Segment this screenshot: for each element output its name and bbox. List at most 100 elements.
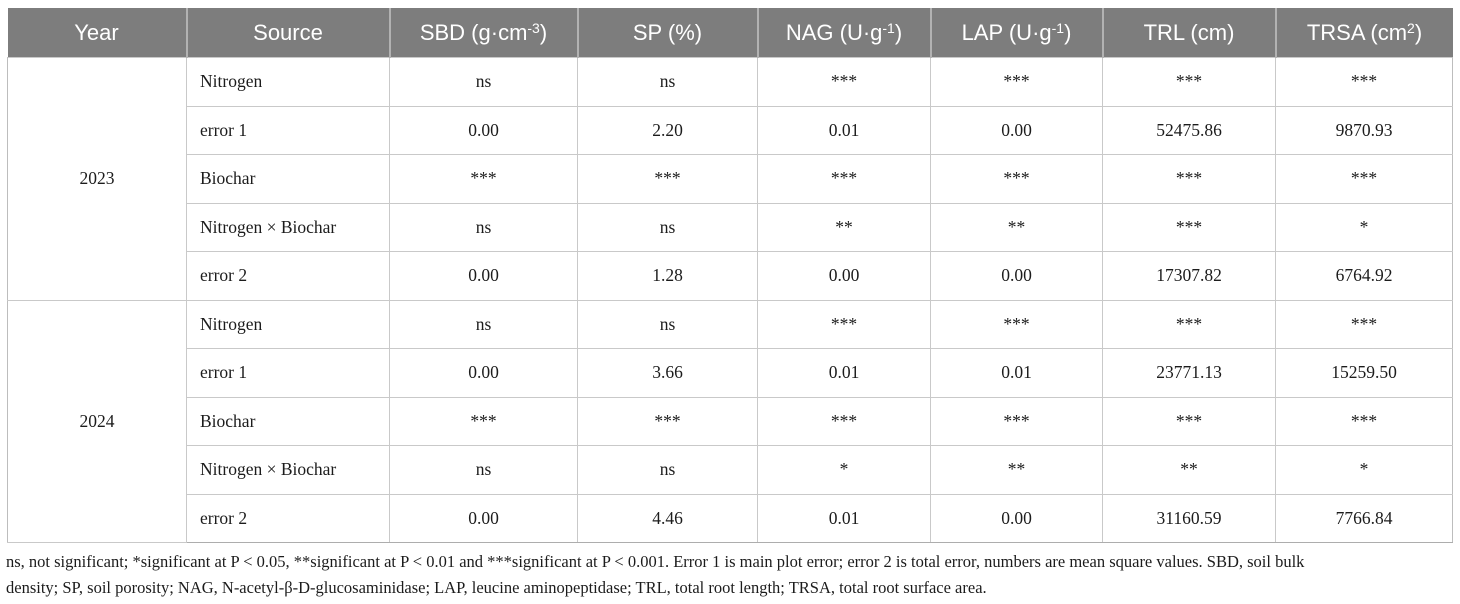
source-cell: error 1 <box>186 348 390 398</box>
value-cell: *** <box>577 154 758 204</box>
value-cell: 15259.50 <box>1275 348 1453 398</box>
footnote-line: ns, not significant; *significant at P <… <box>6 552 1305 571</box>
header-year: Year <box>7 8 187 58</box>
header-label-post: ) <box>894 19 903 45</box>
source-cell: error 1 <box>186 105 390 155</box>
table-row: error 2 0.00 1.28 0.00 0.00 17307.82 676… <box>8 251 1453 301</box>
source-cell: Nitrogen <box>186 57 390 107</box>
value-cell: 2.20 <box>577 105 758 155</box>
header-superscript: -1 <box>1051 19 1065 36</box>
value-cell: ** <box>930 445 1103 495</box>
header-trsa: TRSA (cm2) <box>1274 8 1453 58</box>
header-superscript: -3 <box>527 19 540 36</box>
header-label: NAG (U·g <box>785 19 883 45</box>
value-cell: * <box>757 445 931 495</box>
value-cell: 52475.86 <box>1102 105 1276 155</box>
year-cell: 2023 <box>7 57 187 301</box>
value-cell: * <box>1275 202 1453 252</box>
header-label: SBD (g·cm <box>419 19 528 45</box>
header-row: Year Source SBD (g·cm-3) SP (%) NAG (U·g… <box>7 8 1453 58</box>
value-cell: 0.00 <box>389 105 578 155</box>
value-cell: *** <box>1102 154 1276 204</box>
value-cell: *** <box>757 299 931 349</box>
value-cell: *** <box>1102 202 1276 252</box>
table-row: 2024 Nitrogen ns ns *** *** *** *** <box>7 299 1453 543</box>
value-cell: 0.01 <box>757 105 931 155</box>
anova-table-wrap: Year Source SBD (g·cm-3) SP (%) NAG (U·g… <box>7 8 1453 543</box>
anova-table: Year Source SBD (g·cm-3) SP (%) NAG (U·g… <box>7 8 1453 543</box>
table-row: error 1 0.00 3.66 0.01 0.01 23771.13 152… <box>8 348 1453 398</box>
table-row: error 1 0.00 2.20 0.01 0.00 52475.86 987… <box>8 105 1453 155</box>
table-row: 2023 Nitrogen ns ns *** *** *** *** <box>7 57 1453 301</box>
value-cell: ns <box>389 445 578 495</box>
value-cell: 0.00 <box>930 105 1103 155</box>
value-cell: ns <box>577 202 758 252</box>
value-cell: *** <box>930 154 1103 204</box>
value-cell: ** <box>930 202 1103 252</box>
value-cell: *** <box>1275 57 1453 107</box>
value-cell: ** <box>1102 445 1276 495</box>
value-cell: ** <box>757 202 931 252</box>
value-cell: 1.28 <box>577 251 758 301</box>
value-cell: 0.01 <box>930 348 1103 398</box>
header-label: TRSA (cm <box>1306 19 1408 45</box>
header-trl: TRL (cm) <box>1101 8 1276 58</box>
value-cell: 0.00 <box>389 251 578 301</box>
value-cell: *** <box>1275 154 1453 204</box>
value-cell: 6764.92 <box>1275 251 1453 301</box>
source-cell: error 2 <box>186 251 390 301</box>
source-cell: Nitrogen <box>186 299 390 349</box>
value-cell: 9870.93 <box>1275 105 1453 155</box>
header-label-post: ) <box>1064 19 1072 45</box>
header-label: SP (%) <box>632 19 703 45</box>
source-cell: Nitrogen × Biochar <box>186 202 390 252</box>
header-lap: LAP (U·g-1) <box>929 8 1103 58</box>
value-cell: *** <box>389 396 578 446</box>
header-label: Year <box>74 19 119 45</box>
value-cell: 0.00 <box>930 493 1103 543</box>
table-row: Biochar *** *** *** *** *** *** <box>8 396 1453 446</box>
source-cell: error 2 <box>186 493 390 543</box>
value-cell: *** <box>930 57 1103 107</box>
footnote-line: density; SP, soil porosity; NAG, N-acety… <box>6 578 987 597</box>
header-source: Source <box>185 8 390 58</box>
header-sp: SP (%) <box>576 8 758 58</box>
value-cell: ns <box>389 57 578 107</box>
value-cell: 0.00 <box>757 251 931 301</box>
value-cell: 0.00 <box>389 348 578 398</box>
value-cell: 0.01 <box>757 493 931 543</box>
table-row: Biochar *** *** *** *** *** *** <box>8 154 1453 204</box>
value-cell: 0.01 <box>757 348 931 398</box>
source-cell: Biochar <box>186 154 390 204</box>
value-cell: *** <box>930 396 1103 446</box>
value-cell: ns <box>389 299 578 349</box>
value-cell: 4.46 <box>577 493 758 543</box>
value-cell: *** <box>757 154 931 204</box>
source-cell: Biochar <box>186 396 390 446</box>
value-cell: ns <box>389 202 578 252</box>
value-cell: 31160.59 <box>1102 493 1276 543</box>
header-label: LAP (U·g <box>961 19 1052 45</box>
value-cell: 7766.84 <box>1275 493 1453 543</box>
table-row: Nitrogen × Biochar ns ns ** ** *** * <box>8 202 1453 252</box>
header-label-post: ) <box>1414 19 1423 45</box>
value-cell: 23771.13 <box>1102 348 1276 398</box>
value-cell: ns <box>577 57 758 107</box>
value-cell: 0.00 <box>389 493 578 543</box>
header-label: Source <box>253 19 323 45</box>
table-row: Nitrogen × Biochar ns ns * ** ** * <box>8 445 1453 495</box>
header-sbd: SBD (g·cm-3) <box>388 8 578 58</box>
year-cell: 2024 <box>7 299 187 543</box>
value-cell: ns <box>577 445 758 495</box>
value-cell: *** <box>757 396 931 446</box>
table-header: Year Source SBD (g·cm-3) SP (%) NAG (U·g… <box>7 8 1453 58</box>
value-cell: *** <box>1102 396 1276 446</box>
header-superscript: 2 <box>1407 19 1415 36</box>
table-footnote: ns, not significant; *significant at P <… <box>6 549 1456 601</box>
value-cell: *** <box>757 57 931 107</box>
value-cell: *** <box>1275 299 1453 349</box>
value-cell: * <box>1275 445 1453 495</box>
value-cell: *** <box>389 154 578 204</box>
value-cell: 0.00 <box>930 251 1103 301</box>
header-nag: NAG (U·g-1) <box>756 8 931 58</box>
